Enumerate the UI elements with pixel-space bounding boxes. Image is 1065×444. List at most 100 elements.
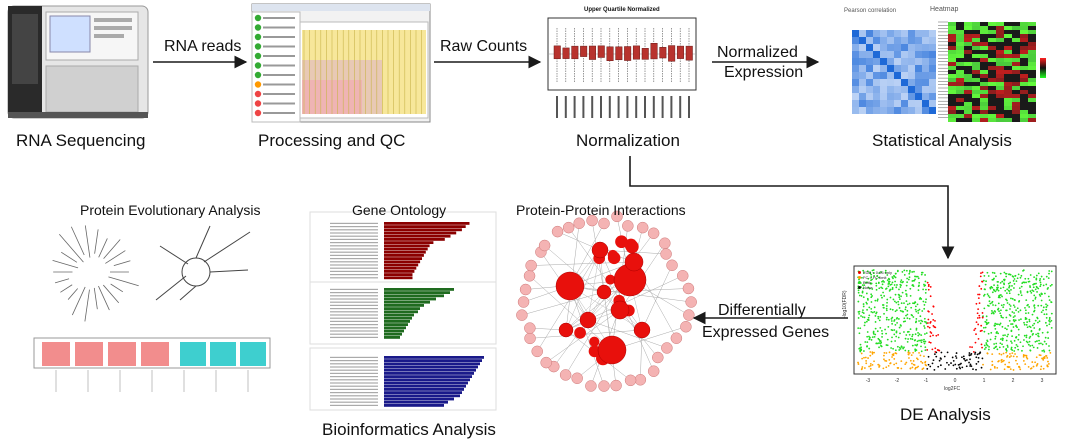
volcano-point [997,307,1000,310]
go-term-label [330,314,378,316]
volcano-point [1017,328,1020,331]
expression-heatmap-cell [996,42,1004,46]
heatmap-cell [929,30,936,37]
heatmap-cell [859,58,866,65]
volcano-point [996,348,999,351]
volcano-point [1043,350,1046,353]
volcano-point [881,283,884,286]
volcano-point [909,359,912,362]
expression-heatmap-cell [948,94,956,98]
volcano-point [1016,277,1019,280]
volcano-point [978,302,981,304]
volcano-point [897,367,899,370]
radial-branch [67,288,78,300]
go-term-label [330,229,378,231]
expression-heatmap-cell [1004,54,1012,58]
expression-heatmap-cell [1028,98,1036,102]
heatmap-cell [866,93,873,100]
volcano-point [999,342,1002,345]
heatmap-cell [901,107,908,114]
volcano-point [1006,302,1009,304]
go-bar-biological [384,234,451,238]
volcano-point [877,315,880,318]
ppi-node [551,225,564,238]
volcano-point [1017,310,1020,313]
volcano-point [1018,287,1021,290]
sub-label-gene-ontology: Gene Ontology [352,202,447,218]
expression-heatmap-cell [1012,102,1020,106]
volcano-point [976,353,979,356]
heatmap-cell [929,79,936,86]
volcano-point [911,366,914,369]
boxplot-box [685,45,693,61]
expression-heatmap-cell [956,26,964,30]
volcano-point [886,274,889,276]
volcano-point [1011,285,1013,287]
volcano-point [989,302,992,305]
expression-heatmap-cell [1012,114,1020,118]
volcano-point [870,273,873,276]
volcano-point [1029,326,1032,329]
heatmap-cell [929,65,936,72]
volcano-point [867,286,870,289]
expression-heatmap-cell [956,86,964,90]
volcano-point [919,354,922,357]
volcano-point [989,338,992,341]
volcano-point [1011,342,1013,344]
volcano-point [895,330,898,333]
volcano-point [922,300,925,303]
volcano-point [1034,297,1037,300]
radial-branch [105,250,126,264]
radial-branch [103,284,120,304]
chrom-bar [42,342,70,366]
go-term-label [330,360,378,362]
volcano-point [993,277,995,280]
boxplot-box [580,45,588,57]
chrom-bar [180,342,206,366]
volcano-point [1031,324,1034,327]
heatmap-cell [852,93,859,100]
expression-heatmap-cell [988,106,996,110]
go-bar-cellular [384,291,450,294]
volcano-point [862,287,865,290]
volcano-point [1000,316,1003,319]
volcano-point [1035,277,1038,280]
volcano-point [899,283,902,286]
volcano-point [1025,312,1027,315]
volcano-point [901,271,904,273]
volcano-point [981,357,984,360]
volcano-point [860,368,863,371]
expression-heatmap-cell [964,82,972,86]
volcano-point [911,338,914,341]
go-term-label [330,363,378,365]
volcano-point [870,307,873,310]
volcano-point [1025,336,1028,339]
volcano-point [982,279,985,282]
tree-branch [159,245,189,265]
volcano-point [906,340,909,343]
expression-heatmap-cell [1012,22,1020,26]
volcano-point [875,278,878,280]
go-bar-cellular [384,329,404,333]
expression-heatmap-cell [1012,78,1020,82]
volcano-point [896,321,898,324]
volcano-point [1046,331,1049,334]
volcano-point [1026,326,1029,329]
heatmap-cell [873,79,880,86]
volcano-point [982,294,985,297]
expression-heatmap-cell [964,30,972,34]
heatmap-cell [880,44,887,51]
ppi-node [676,270,689,282]
volcano-point [959,363,961,366]
volcano-point [1017,338,1020,341]
volcano-point [920,341,923,344]
expression-heatmap-cell [948,58,956,62]
heatmap-cell [929,93,936,100]
volcano-point [1029,349,1032,352]
ppi-node-hub [579,311,597,329]
expression-heatmap-cell [988,66,996,70]
go-bar-biological [384,266,417,270]
heatmap-cell [922,100,929,107]
volcano-point [914,308,917,311]
